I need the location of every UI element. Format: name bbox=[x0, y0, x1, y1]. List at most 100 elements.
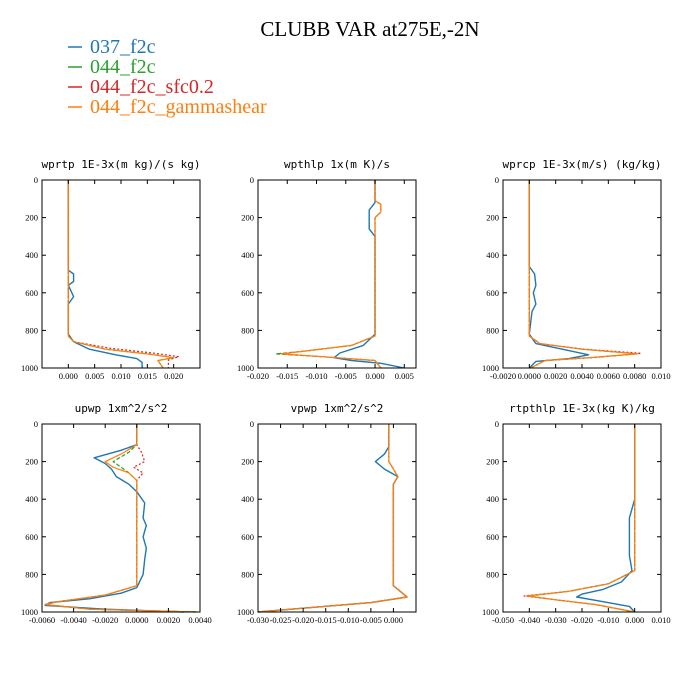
series-line bbox=[528, 424, 636, 613]
y-tick-label: 0 bbox=[250, 419, 254, 429]
series-line bbox=[576, 424, 636, 613]
series-line bbox=[44, 424, 197, 613]
y-tick-label: 0 bbox=[34, 419, 38, 429]
x-tick-label: -0.0020 bbox=[92, 615, 118, 625]
y-tick-label: 1000 bbox=[21, 607, 38, 617]
series-line bbox=[257, 424, 408, 613]
x-tick-label: 0.0020 bbox=[544, 371, 567, 381]
y-tick-label: 600 bbox=[25, 288, 38, 298]
y-tick-label: 1000 bbox=[237, 363, 254, 373]
plot-frame bbox=[502, 179, 662, 369]
x-tick-label: 0.0020 bbox=[157, 615, 180, 625]
plot-frame bbox=[257, 423, 417, 613]
series-line bbox=[528, 180, 642, 369]
x-tick-label: 0.015 bbox=[138, 371, 157, 381]
x-tick-label: 0.010 bbox=[651, 615, 670, 625]
plot-grid: wprtp 1E-3x(m kg)/(s kg) 0 200 400 600 800 100… bbox=[21, 158, 671, 625]
series-line bbox=[67, 180, 180, 368]
y-tick-label: 400 bbox=[486, 250, 499, 260]
plot-frame bbox=[502, 423, 662, 613]
legend-label: 037_f2c bbox=[90, 36, 156, 58]
y-tick-label: 600 bbox=[241, 288, 254, 298]
x-tick-label: 0.0080 bbox=[623, 371, 646, 381]
x-tick-label: 0.0060 bbox=[597, 371, 620, 381]
plot-frame bbox=[257, 179, 417, 369]
x-tick-label: -0.005 bbox=[360, 615, 382, 625]
x-tick-label: 0.000 bbox=[59, 371, 78, 381]
x-tick-label: 0.005 bbox=[85, 371, 104, 381]
y-tick-label: 800 bbox=[25, 325, 38, 335]
x-tick-label: 0.005 bbox=[395, 371, 414, 381]
y-tick-label: 0 bbox=[495, 175, 499, 185]
series-line bbox=[526, 424, 636, 613]
x-tick-label: -0.020 bbox=[571, 615, 593, 625]
y-tick-label: 800 bbox=[241, 325, 254, 335]
y-tick-label: 600 bbox=[241, 532, 254, 542]
series-line bbox=[528, 180, 638, 369]
series-line bbox=[528, 180, 590, 369]
y-tick-label: 800 bbox=[241, 569, 254, 579]
y-tick-label: 400 bbox=[486, 494, 499, 504]
y-tick-label: 200 bbox=[25, 457, 38, 467]
y-tick-label: 200 bbox=[486, 213, 499, 223]
plot-panel: wprtp 1E-3x(m kg)/(s kg) 0 200 400 600 800 100… bbox=[21, 158, 201, 381]
series-line bbox=[44, 424, 197, 613]
y-tick-label: 1000 bbox=[482, 363, 499, 373]
y-tick-label: 1000 bbox=[237, 607, 254, 617]
x-tick-label: -0.020 bbox=[247, 371, 269, 381]
x-tick-label: -0.050 bbox=[492, 615, 514, 625]
x-tick-label: -0.010 bbox=[306, 371, 328, 381]
y-tick-label: 0 bbox=[250, 175, 254, 185]
x-tick-label: -0.025 bbox=[270, 615, 292, 625]
plot-frame bbox=[41, 179, 201, 369]
x-tick-label: -0.020 bbox=[292, 615, 314, 625]
y-tick-label: 1000 bbox=[482, 607, 499, 617]
y-tick-label: 800 bbox=[486, 569, 499, 579]
panel-title: wpthlp 1x(m K)/s bbox=[284, 158, 390, 171]
y-tick-label: 200 bbox=[25, 213, 38, 223]
x-tick-label: 0.0000 bbox=[518, 371, 541, 381]
series-line bbox=[280, 180, 382, 369]
y-tick-label: 200 bbox=[241, 213, 254, 223]
legend-label: 044_f2c_sfc0.2 bbox=[90, 76, 214, 98]
panel-title: wprtp 1E-3x(m kg)/(s kg) bbox=[42, 158, 201, 171]
panel-title: wprcp 1E-3x(m/s) (kg/kg) bbox=[503, 158, 662, 171]
x-tick-label: 0.000 bbox=[625, 615, 644, 625]
x-tick-label: -0.010 bbox=[337, 615, 359, 625]
series-line bbox=[257, 424, 408, 613]
figure-title: CLUBB VAR at275E,-2N bbox=[260, 17, 479, 41]
y-tick-label: 800 bbox=[486, 325, 499, 335]
series-line bbox=[44, 424, 197, 613]
x-tick-label: -0.0060 bbox=[29, 615, 55, 625]
x-tick-label: 0.000 bbox=[384, 615, 403, 625]
y-tick-label: 600 bbox=[486, 288, 499, 298]
series-line bbox=[67, 180, 175, 369]
plot-frame bbox=[41, 423, 201, 613]
x-tick-label: 0.0040 bbox=[570, 371, 593, 381]
x-tick-label: 0.0000 bbox=[125, 615, 148, 625]
plot-panel: rtpthlp 1E-3x(kg K)/kg02004006008001000-… bbox=[482, 402, 671, 625]
series-line bbox=[257, 424, 408, 613]
y-tick-label: 600 bbox=[486, 532, 499, 542]
y-tick-label: 400 bbox=[25, 494, 38, 504]
x-tick-label: -0.005 bbox=[335, 371, 357, 381]
plot-panel: wpthlp 1x(m K)/s02004006008001000-0.020-… bbox=[237, 158, 417, 381]
panel-title: vpwp 1xm^2/s^2 bbox=[291, 402, 384, 415]
panel-title: upwp 1xm^2/s^2 bbox=[75, 402, 168, 415]
y-tick-label: 200 bbox=[241, 457, 254, 467]
series-line bbox=[67, 180, 143, 368]
legend: 037_f2c044_f2c044_f2c_sfc0.2044_f2c_gamm… bbox=[68, 36, 267, 118]
x-tick-label: 0.000 bbox=[365, 371, 384, 381]
legend-label: 044_f2c_gammashear bbox=[90, 96, 267, 118]
y-tick-label: 1000 bbox=[21, 363, 38, 373]
x-tick-label: -0.0020 bbox=[490, 371, 516, 381]
plot-panel: wprcp 1E-3x(m/s) (kg/kg) 0 200 400 600 800 100… bbox=[482, 158, 671, 381]
series-line bbox=[67, 180, 175, 369]
x-tick-label: 0.020 bbox=[164, 371, 183, 381]
y-tick-label: 600 bbox=[25, 532, 38, 542]
y-tick-label: 200 bbox=[486, 457, 499, 467]
y-tick-label: 400 bbox=[241, 494, 254, 504]
series-line bbox=[44, 424, 185, 613]
